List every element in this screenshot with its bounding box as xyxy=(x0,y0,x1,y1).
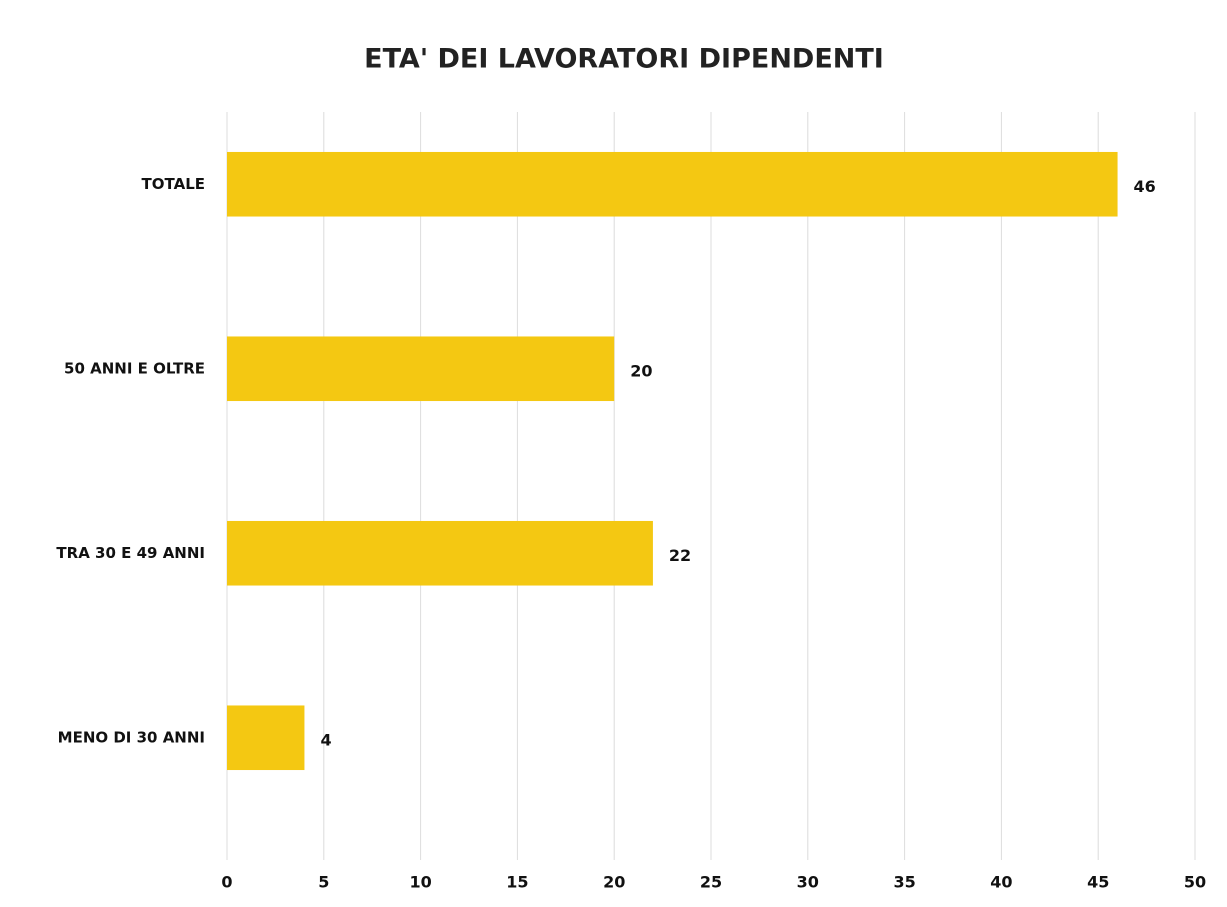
y-tick-label: TRA 30 E 49 ANNI xyxy=(56,544,205,562)
x-tick-label: 35 xyxy=(893,873,915,892)
bar xyxy=(227,336,615,402)
x-tick-label: 50 xyxy=(1184,873,1206,892)
x-tick-label: 30 xyxy=(797,873,819,892)
data-label: 20 xyxy=(630,361,652,380)
y-tick-label: 50 ANNI E OLTRE xyxy=(64,359,205,377)
bar xyxy=(227,151,1118,217)
x-tick-label: 40 xyxy=(990,873,1012,892)
chart-title: ETA' DEI LAVORATORI DIPENDENTI xyxy=(364,44,884,75)
x-tick-label: 0 xyxy=(221,873,232,892)
y-tick-label: MENO DI 30 ANNI xyxy=(58,728,205,746)
x-tick-label: 10 xyxy=(409,873,431,892)
data-label: 4 xyxy=(320,730,331,749)
x-tick-label: 5 xyxy=(318,873,329,892)
data-label: 22 xyxy=(669,546,691,565)
bar xyxy=(227,705,305,771)
bar xyxy=(227,520,653,586)
y-tick-label: TOTALE xyxy=(142,175,205,193)
data-label: 46 xyxy=(1134,177,1156,196)
x-tick-label: 25 xyxy=(700,873,722,892)
x-tick-label: 15 xyxy=(506,873,528,892)
x-tick-label: 20 xyxy=(603,873,625,892)
x-tick-label: 45 xyxy=(1087,873,1109,892)
